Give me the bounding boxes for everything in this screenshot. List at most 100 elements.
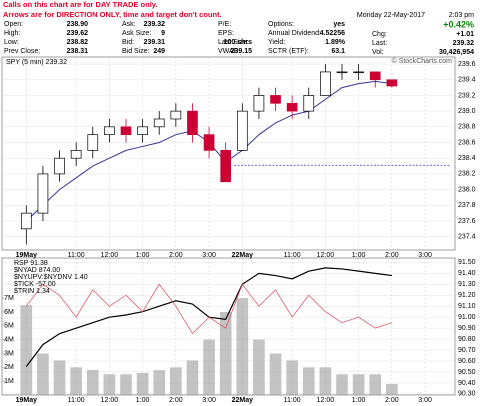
field-label: Bid Size: (122, 48, 150, 55)
volume-bar (103, 374, 116, 395)
y-tick-label: 238.0 (458, 186, 476, 193)
y-tick-label: 238.6 (458, 139, 476, 146)
x-tick-label: 11:00 (68, 397, 85, 404)
y-tick-label: 4M (4, 336, 14, 343)
y-tick-label: 90.30 (458, 391, 476, 398)
volume-bar (120, 374, 132, 395)
legend-entry: $NYAD 874.00 (14, 267, 60, 274)
field-value: 4.52256 (320, 30, 345, 37)
field-value: 239.15 (231, 48, 253, 55)
volume-bar (170, 367, 182, 395)
volume-bar (286, 360, 298, 395)
field-label: Ask: (122, 21, 136, 28)
field-value: 63.1 (331, 48, 345, 55)
x-tick-label: 19May (16, 252, 38, 259)
y-tick-label: 2M (4, 364, 14, 371)
field-value: 1.89% (325, 39, 346, 46)
volume-bar (37, 353, 49, 395)
x-tick-label: 3:00 (202, 252, 216, 259)
x-tick-label: 3:00 (202, 397, 216, 404)
x-tick-label: 22May (232, 252, 254, 259)
field-label: P/E: (218, 21, 231, 28)
y-tick-label: 90.50 (458, 369, 476, 376)
x-tick-label: 12:00 (317, 397, 335, 404)
y-tick-label: 239.4 (458, 77, 476, 84)
volume-bar (53, 360, 66, 395)
volume-bar (319, 367, 332, 395)
field-label: Ask Size: (122, 30, 151, 37)
candle-body (153, 118, 165, 128)
y-tick-label: 91.30 (458, 281, 476, 288)
x-tick-label: 12:00 (101, 252, 119, 259)
x-tick-label: 11:00 (68, 252, 85, 259)
field-label: Bid: (122, 39, 134, 46)
y-tick-label: 91.50 (458, 259, 476, 266)
y-tick-label: 237.6 (458, 218, 476, 225)
candle-body (320, 71, 331, 96)
x-tick-label: 1:00 (352, 397, 366, 404)
chart-title: SPY (5 min) 239.32 (6, 59, 67, 66)
y-tick-label: 3M (4, 350, 14, 357)
candle-body (54, 157, 65, 175)
x-tick-label: 1:00 (136, 397, 150, 404)
field-label: Prev Close: (4, 48, 40, 55)
y-tick-label: 90.70 (458, 347, 476, 354)
legend-entry: RSP 91.38 (14, 260, 48, 267)
y-tick-label: 91.20 (458, 292, 476, 299)
candle-body (87, 134, 99, 151)
summary-label: Chg: (372, 31, 387, 38)
notice: Calls on this chart are for DAY TRADE on… (3, 0, 157, 9)
y-tick-label: 239.6 (458, 61, 476, 68)
x-tick-label: 12:00 (101, 397, 119, 404)
field-label: Annual Dividend: (268, 30, 321, 37)
field-label: EPS: (218, 30, 234, 37)
x-tick-label: 2:00 (169, 252, 183, 259)
summary-value: 30,426,954 (439, 49, 474, 56)
candle-body (369, 71, 381, 81)
x-tick-label: 3:00 (418, 397, 432, 404)
x-tick-label: 12:00 (317, 252, 335, 259)
x-tick-label: 1:00 (352, 252, 366, 259)
field-label: SCTR (ETF): (268, 48, 309, 55)
volume-bar (20, 305, 33, 395)
y-tick-label: 91.40 (458, 270, 476, 277)
y-tick-label: 7M (4, 295, 14, 302)
y-tick-label: 5M (4, 323, 14, 330)
y-tick-label: 6M (4, 309, 14, 316)
candle-body (137, 126, 148, 136)
x-tick-label: 2:00 (169, 397, 183, 404)
summary-label: Last: (372, 40, 387, 47)
field-label: Options: (268, 21, 294, 28)
volume-bar (269, 353, 282, 395)
candle-body (37, 173, 49, 214)
y-tick-label: 91.00 (458, 314, 476, 321)
volume-bar (86, 370, 99, 395)
field-value: 239.32 (144, 21, 166, 28)
indicator-line (26, 283, 392, 335)
field-value: 238.82 (67, 39, 89, 46)
change-pct: +0.42% (443, 19, 474, 29)
volume-bar (302, 367, 315, 395)
volume-bar (386, 383, 398, 395)
candle-body (286, 102, 298, 112)
volume-bar (253, 339, 265, 395)
credit: © StockCharts.com (392, 57, 453, 65)
volume-bar (236, 298, 249, 395)
y-tick-label: 90.40 (458, 380, 476, 387)
volume-bar (186, 360, 199, 395)
y-tick-label: 238.8 (458, 124, 476, 131)
date: Monday 22-May-2017 (357, 12, 425, 19)
candle-body (253, 95, 265, 112)
y-tick-label: 1M (4, 378, 14, 385)
field-value: 238.90 (67, 21, 89, 28)
x-tick-label: 2:00 (385, 397, 399, 404)
field-label: VWAP: (218, 48, 240, 55)
field-label: Yield: (268, 39, 285, 46)
x-tick-label: 1:00 (136, 252, 150, 259)
field-value: yes (333, 21, 345, 28)
volume-bar (336, 374, 348, 395)
field-label: Last Size: (218, 39, 249, 46)
field-value: 239.62 (67, 30, 89, 37)
volume-bar (352, 374, 365, 395)
volume-bar (369, 374, 382, 395)
